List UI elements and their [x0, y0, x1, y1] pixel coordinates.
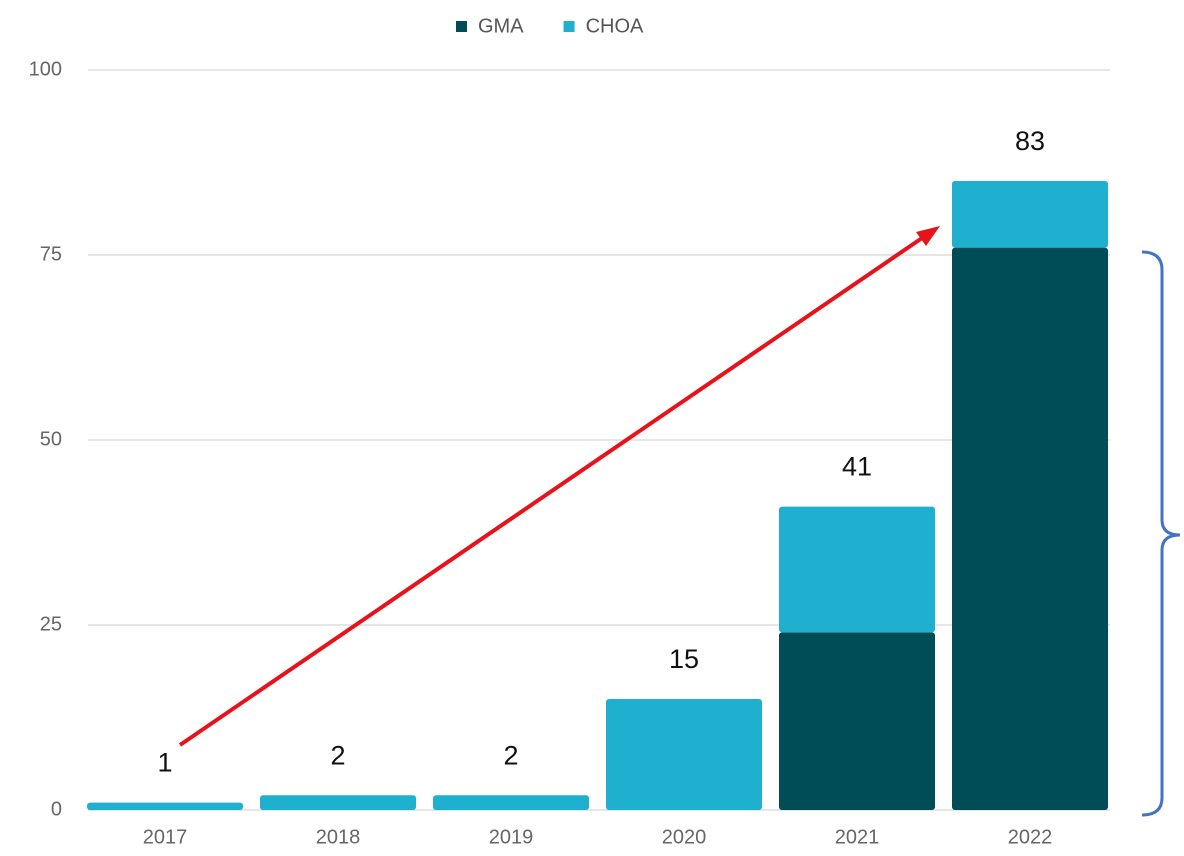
legend-swatch — [456, 21, 467, 32]
total-label: 41 — [842, 452, 872, 482]
x-tick-label: 2021 — [835, 826, 880, 848]
x-tick-label: 2019 — [489, 826, 534, 848]
x-tick-label: 2018 — [316, 826, 361, 848]
legend-label: GMA — [478, 15, 524, 37]
bar-segment — [260, 795, 416, 810]
trend-arrow — [178, 234, 927, 747]
bar-segment — [952, 181, 1108, 248]
bar-segment — [779, 506, 935, 633]
y-tick-label: 0 — [51, 798, 62, 820]
bar-segment — [87, 802, 243, 810]
x-tick-label: 2020 — [662, 826, 707, 848]
plot-area: 0 25 50 75 100 GMA CHOA 2017 1 2018 2 2019 2 2020 15 20… — [29, 15, 1110, 848]
y-tick-label: 75 — [40, 243, 62, 265]
bar-segment — [779, 632, 935, 810]
total-label: 15 — [669, 644, 699, 674]
legend-swatch — [563, 21, 575, 32]
total-label: 83 — [1015, 126, 1045, 156]
y-tick-label: 100 — [29, 58, 62, 80]
y-tick-label: 25 — [40, 613, 62, 635]
x-tick-label: 2022 — [1008, 826, 1053, 848]
total-label: 2 — [330, 740, 345, 770]
bracket — [1141, 250, 1181, 817]
arrow-head — [916, 226, 940, 246]
x-tick-label: 2017 — [143, 826, 188, 848]
total-label: 1 — [157, 748, 172, 778]
total-label: 2 — [503, 740, 518, 770]
annotations — [178, 226, 1181, 817]
y-tick-label: 50 — [40, 428, 62, 450]
legend-label: CHOA — [586, 15, 644, 37]
bar-segment — [606, 699, 762, 810]
bar-segment — [952, 247, 1108, 811]
bar-segment — [433, 795, 589, 810]
